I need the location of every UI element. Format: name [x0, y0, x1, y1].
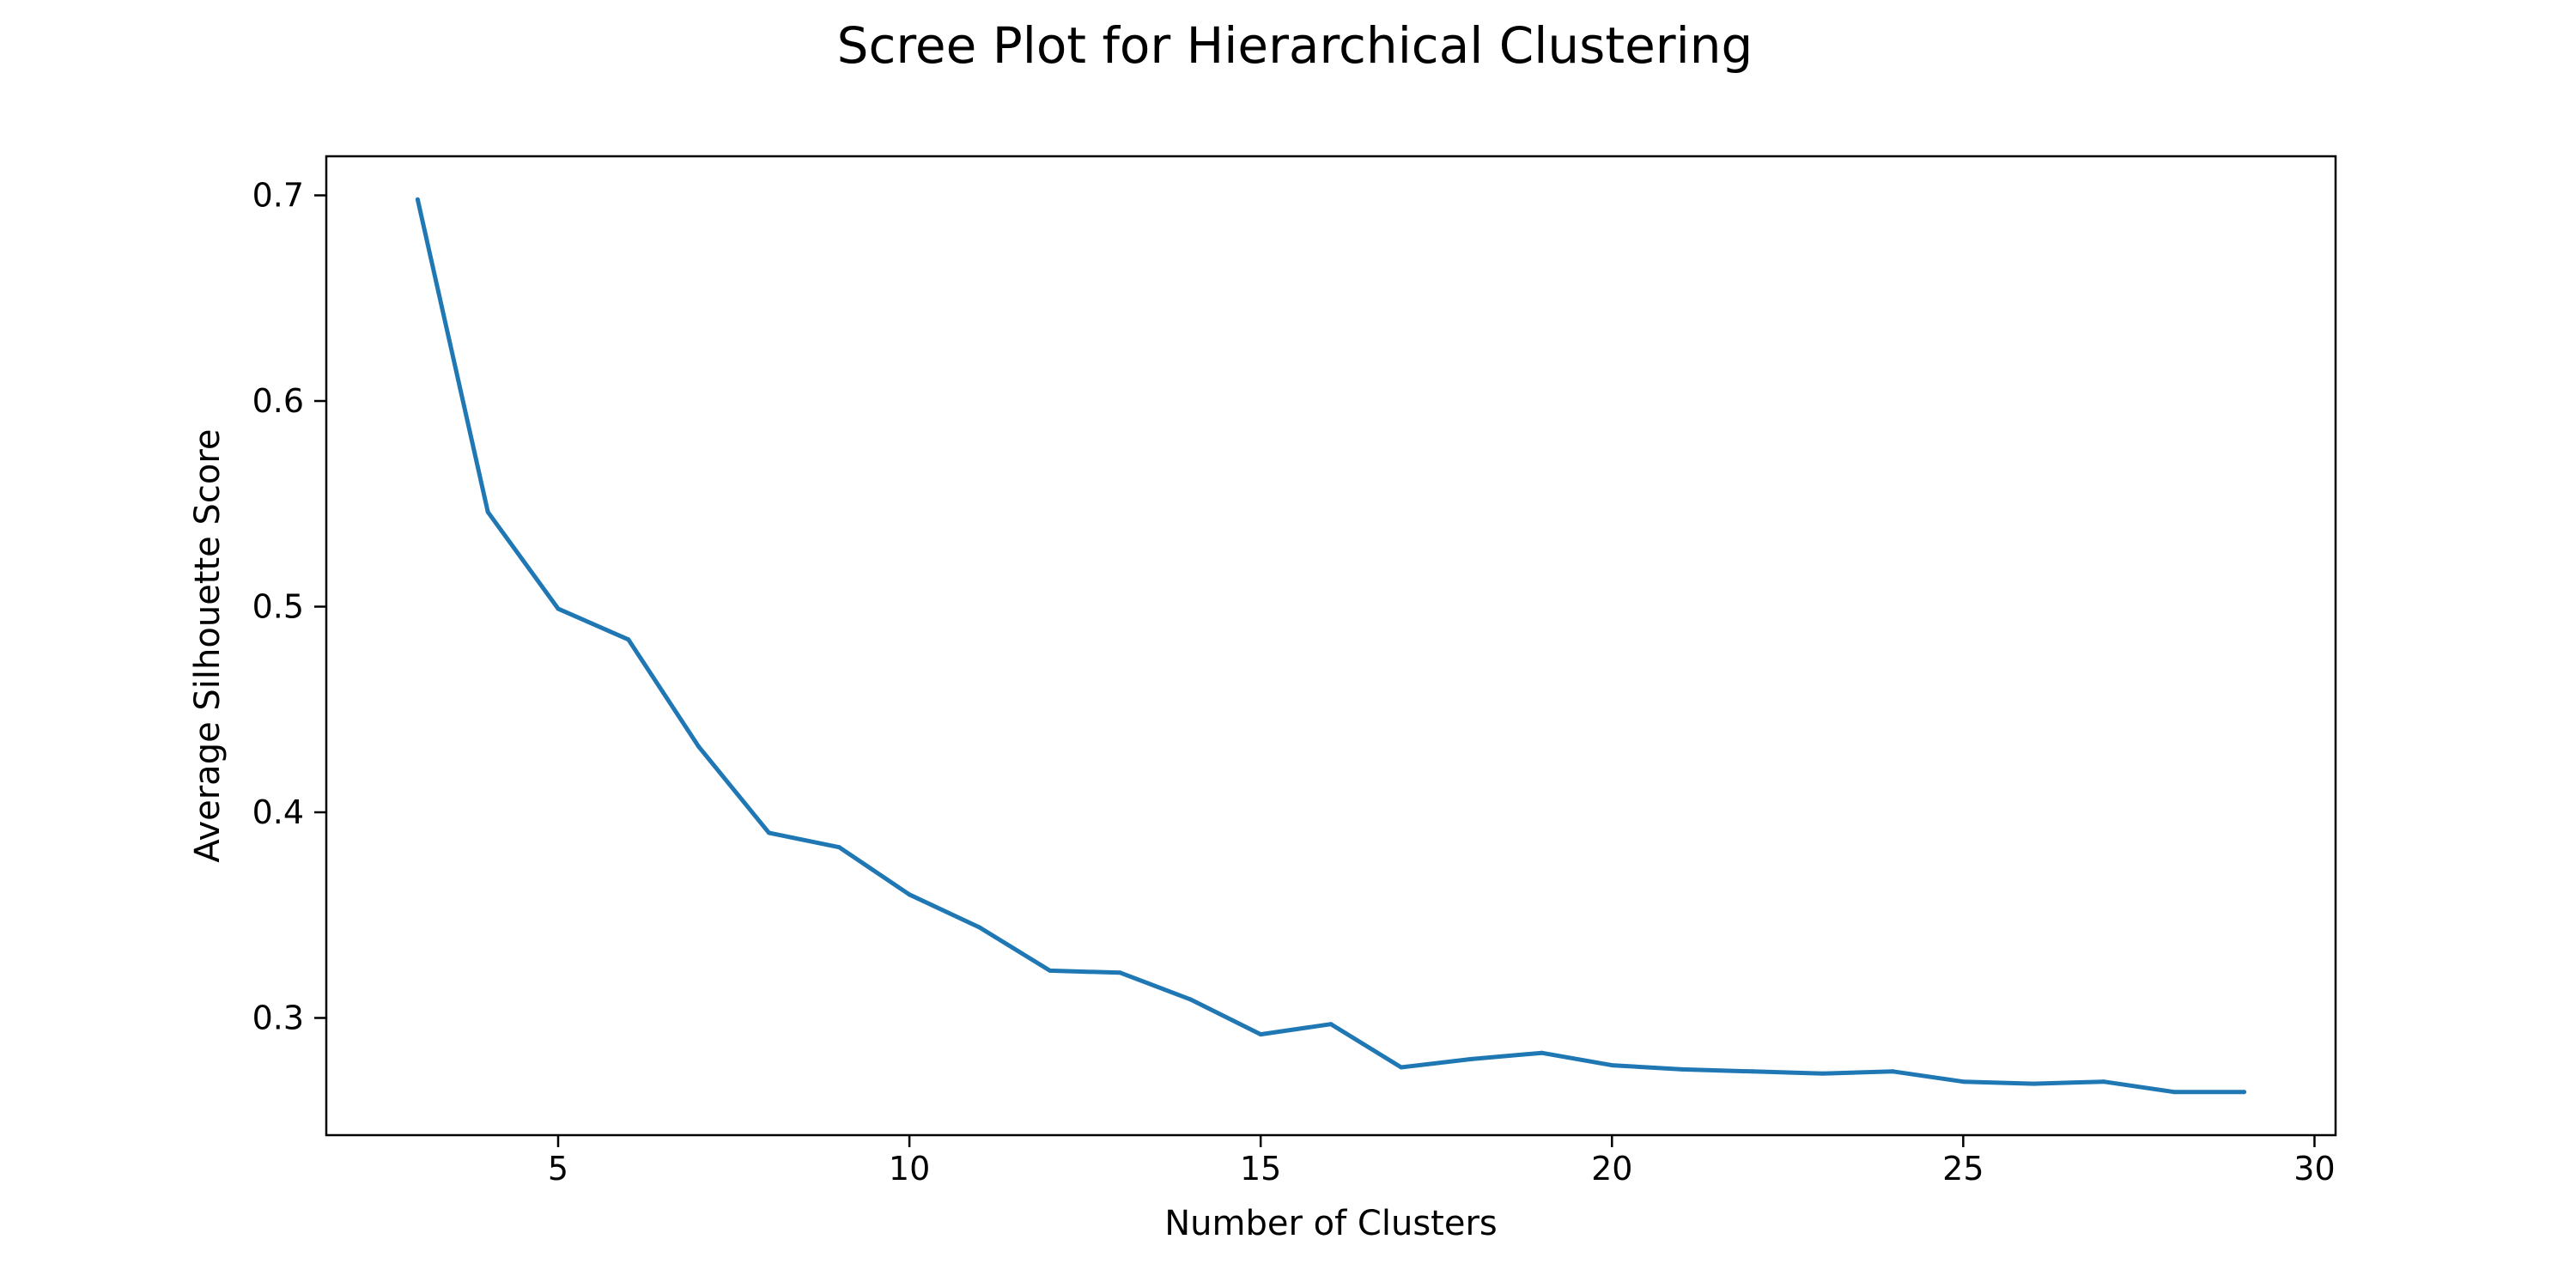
data-point	[1399, 1065, 1404, 1070]
data-point	[2172, 1090, 2177, 1095]
data-point	[1680, 1066, 1685, 1072]
data-point	[415, 197, 420, 202]
series-layer	[415, 197, 2247, 1095]
data-point	[1048, 968, 1053, 973]
chart-title: Scree Plot for Hierarchical Clustering	[837, 16, 1753, 75]
data-point	[556, 606, 561, 611]
y-tick-label: 0.6	[252, 382, 304, 420]
y-axis-ticks: 0.3 0.4 0.5 0.6 0.7	[252, 177, 326, 1036]
data-point	[485, 509, 490, 514]
data-point	[2242, 1090, 2247, 1095]
y-tick-label: 0.3	[252, 999, 304, 1036]
x-tick-label: 10	[889, 1150, 930, 1188]
data-point	[1820, 1071, 1826, 1076]
y-axis-label: Average Silhouette Score	[188, 428, 228, 862]
data-point	[1188, 997, 1193, 1002]
y-tick-label: 0.5	[252, 587, 304, 625]
y-tick-label: 0.7	[252, 177, 304, 215]
x-tick-label: 15	[1240, 1150, 1281, 1188]
data-point	[1258, 1032, 1263, 1037]
data-point	[1328, 1022, 1334, 1027]
data-point	[2101, 1079, 2106, 1084]
data-point	[836, 845, 841, 850]
x-tick-label: 20	[1591, 1150, 1632, 1188]
x-tick-label: 5	[548, 1150, 568, 1188]
data-point	[907, 892, 912, 897]
data-point	[1891, 1069, 1895, 1074]
data-point	[1960, 1079, 1965, 1084]
data-point	[1540, 1050, 1544, 1055]
plot-area-frame	[325, 155, 2337, 1137]
data-point	[626, 637, 631, 642]
data-point	[767, 830, 771, 835]
x-tick-label: 30	[2293, 1150, 2335, 1188]
x-axis-ticks: 5 10 15 20 25 30	[548, 1135, 2336, 1188]
data-point	[696, 744, 702, 749]
data-point	[2031, 1081, 2036, 1086]
data-point	[1469, 1056, 1474, 1061]
x-axis-label: Number of Clusters	[1164, 1204, 1497, 1243]
data-point	[1118, 970, 1122, 975]
data-point	[1609, 1063, 1614, 1068]
data-point	[1750, 1069, 1755, 1074]
data-point	[977, 925, 982, 930]
x-tick-label: 25	[1942, 1150, 1984, 1188]
y-tick-label: 0.4	[252, 793, 304, 831]
